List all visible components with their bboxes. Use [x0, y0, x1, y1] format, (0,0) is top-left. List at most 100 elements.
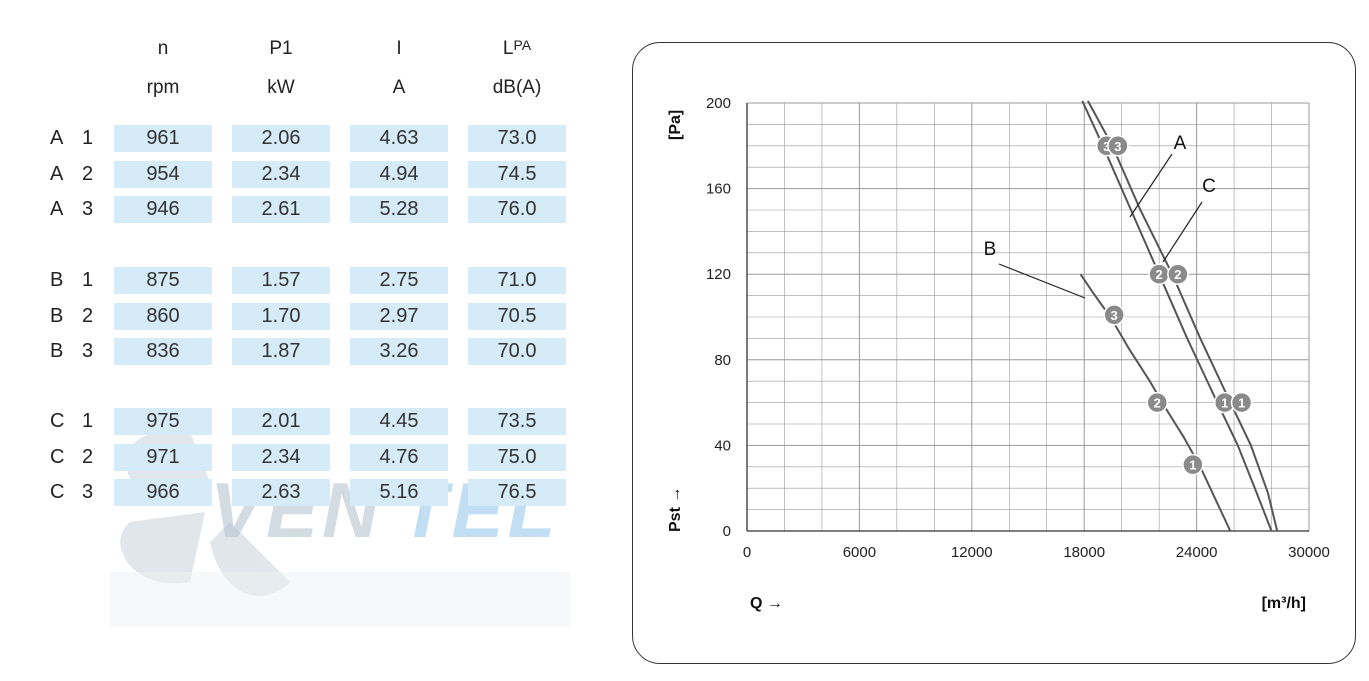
table-cell: 3.26 — [350, 338, 448, 365]
table-cell: 966 — [114, 479, 212, 506]
x-tick-label: 24000 — [1176, 544, 1218, 561]
column-header-subscript: PA — [513, 37, 532, 53]
table-cell: 76.5 — [468, 479, 566, 506]
table-cell: 75.0 — [468, 443, 566, 471]
row-point-label: 2 — [82, 162, 94, 185]
operating-point-marker: 2 — [1148, 263, 1170, 285]
row-fan-label: A — [50, 127, 64, 149]
row-fan-label: B — [50, 340, 64, 362]
table-cell: 70.5 — [468, 302, 566, 330]
column-header-name: P1 — [269, 38, 293, 59]
y-tick-label: 80 — [714, 352, 731, 369]
row-point-label: 3 — [82, 340, 94, 362]
marker-label: 1 — [1221, 396, 1228, 411]
row-point-label: 1 — [82, 127, 94, 149]
table-cell: 971 — [114, 443, 212, 471]
curve-label-a: A — [1174, 133, 1187, 154]
marker-label: 2 — [1174, 267, 1181, 282]
table-cell: 2.97 — [350, 302, 448, 330]
table-cell: 2.75 — [350, 267, 448, 294]
x-tick-label: 0 — [743, 544, 751, 561]
table-cell: 74.5 — [468, 160, 566, 188]
row-fan-label: B — [50, 269, 64, 291]
curve-leader-line — [998, 263, 1086, 299]
chart-axes: 0 6000 12000 18000 24000 30000 0 40 80 120 160 200 Q… — [667, 95, 1330, 612]
row-point-label: 1 — [82, 269, 94, 291]
table-cell: 4.76 — [350, 443, 448, 471]
table-cell: 1.57 — [232, 267, 330, 294]
x-axis-label: Q → — [750, 595, 783, 612]
row-point-label: 1 — [82, 410, 94, 432]
table-cell: 2.01 — [232, 408, 330, 435]
ventel-watermark-logo: VEN TEL — [100, 372, 580, 632]
table-cell: 836 — [114, 338, 212, 365]
table-cell: 961 — [114, 125, 212, 152]
table-cell: 1.70 — [232, 302, 330, 330]
marker-label: 1 — [1189, 458, 1196, 473]
marker-label: 3 — [1103, 139, 1110, 154]
x-tick-label: 6000 — [843, 544, 876, 561]
x-axis-unit: [m³/h] — [1262, 595, 1306, 612]
curve-leader-line — [1162, 201, 1203, 263]
y-tick-label: 0 — [723, 523, 731, 540]
marker-label: 2 — [1156, 267, 1163, 282]
table-cell: 5.28 — [350, 196, 448, 223]
operating-point-marker: 2 — [1146, 391, 1169, 414]
table-cell: 73.0 — [468, 125, 566, 152]
operating-point-marker: 1 — [1182, 453, 1204, 476]
table-cell: 71.0 — [468, 267, 566, 294]
table-cell: 946 — [114, 196, 212, 223]
y-axis-unit: [Pa] — [667, 110, 684, 140]
table-cell: 73.5 — [468, 408, 566, 435]
column-header-name: LPA — [502, 37, 532, 59]
operating-point-marker: 2 — [1167, 263, 1189, 285]
table-cell: 2.61 — [232, 196, 330, 223]
column-header-unit: rpm — [146, 77, 180, 98]
curve-label-b: B — [984, 239, 997, 260]
y-tick-label: 160 — [706, 181, 731, 198]
table-cell: 4.94 — [350, 160, 448, 188]
table-cell: 2.34 — [232, 443, 330, 471]
x-tick-label: 30000 — [1288, 544, 1330, 561]
table-cell: 70.0 — [468, 338, 566, 365]
operating-point-marker: 3 — [1107, 135, 1129, 157]
column-header-unit: A — [392, 77, 406, 98]
row-fan-label: A — [50, 162, 64, 185]
table-cell: 76.0 — [468, 196, 566, 223]
table-cell: 1.87 — [232, 338, 330, 365]
row-point-label: 3 — [82, 198, 94, 220]
chart-labels: A C B — [984, 133, 1216, 299]
y-axis-label: Pst → — [667, 487, 684, 532]
row-point-label: 2 — [82, 304, 94, 327]
curve-label-c: C — [1202, 176, 1216, 197]
table-cell: 2.06 — [232, 125, 330, 152]
column-header-unit: kW — [267, 77, 295, 98]
row-fan-label: C — [50, 410, 65, 432]
fan-curve-chart: 0 6000 12000 18000 24000 30000 0 40 80 120 160 200 Q… — [667, 95, 1330, 612]
table-cell: 860 — [114, 302, 212, 330]
table-cell: 5.16 — [350, 479, 448, 506]
table-cell: 4.63 — [350, 125, 448, 152]
performance-table: VEN TEL n rpm P1 kW I A LPA dB(A) A 1 961 2.06 4.63 7… — [0, 0, 600, 681]
column-header-unit: dB(A) — [492, 77, 542, 98]
marker-label: 3 — [1114, 139, 1121, 154]
series-curve-c — [1087, 100, 1279, 532]
column-header-name: n — [157, 38, 169, 59]
table-cell: 975 — [114, 408, 212, 435]
chart-grid — [746, 102, 1310, 532]
table-cell: 4.45 — [350, 408, 448, 435]
row-fan-label: C — [50, 445, 65, 468]
marker-label: 1 — [1238, 396, 1245, 411]
marker-label: 2 — [1154, 396, 1161, 411]
operating-point-marker: 3 — [1103, 304, 1125, 326]
y-tick-label: 40 — [714, 437, 731, 454]
curve-leader-line — [1129, 153, 1173, 218]
y-tick-label: 120 — [706, 266, 731, 283]
row-fan-label: A — [50, 198, 64, 220]
table-cell: 2.34 — [232, 160, 330, 188]
row-point-label: 3 — [82, 481, 94, 503]
table-cell: 2.63 — [232, 479, 330, 506]
marker-label: 3 — [1111, 308, 1118, 323]
row-point-label: 2 — [82, 445, 94, 468]
